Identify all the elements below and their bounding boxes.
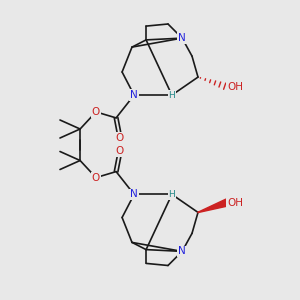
Text: N: N <box>130 90 138 100</box>
Text: OH: OH <box>227 82 243 92</box>
Text: N: N <box>130 189 138 200</box>
Text: OH: OH <box>227 197 243 208</box>
Text: O: O <box>92 172 100 183</box>
Text: O: O <box>116 146 124 157</box>
Text: O: O <box>116 133 124 143</box>
Text: H: H <box>169 91 175 100</box>
Text: H: H <box>169 190 175 199</box>
Text: O: O <box>92 107 100 117</box>
Text: N: N <box>178 33 186 43</box>
Polygon shape <box>198 199 228 213</box>
Text: N: N <box>178 246 186 256</box>
